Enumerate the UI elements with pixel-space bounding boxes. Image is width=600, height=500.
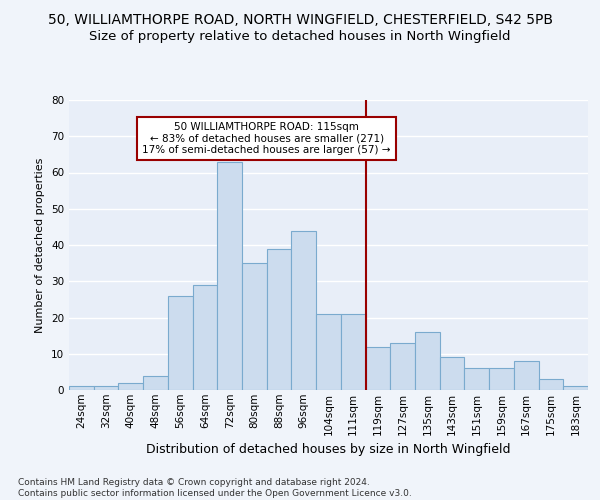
Bar	[143, 376, 168, 390]
Text: 50, WILLIAMTHORPE ROAD, NORTH WINGFIELD, CHESTERFIELD, S42 5PB: 50, WILLIAMTHORPE ROAD, NORTH WINGFIELD,…	[47, 12, 553, 26]
Bar	[464, 368, 489, 390]
Bar	[440, 358, 464, 390]
Bar	[94, 386, 118, 390]
Bar	[415, 332, 440, 390]
Y-axis label: Number of detached properties: Number of detached properties	[35, 158, 46, 332]
Bar	[539, 379, 563, 390]
Bar	[267, 248, 292, 390]
Text: 50 WILLIAMTHORPE ROAD: 115sqm
← 83% of detached houses are smaller (271)
17% of : 50 WILLIAMTHORPE ROAD: 115sqm ← 83% of d…	[142, 122, 391, 155]
X-axis label: Distribution of detached houses by size in North Wingfield: Distribution of detached houses by size …	[146, 443, 511, 456]
Bar	[292, 230, 316, 390]
Bar	[168, 296, 193, 390]
Bar	[341, 314, 365, 390]
Bar	[514, 361, 539, 390]
Bar	[242, 263, 267, 390]
Bar	[390, 343, 415, 390]
Text: Size of property relative to detached houses in North Wingfield: Size of property relative to detached ho…	[89, 30, 511, 43]
Bar	[316, 314, 341, 390]
Bar	[69, 386, 94, 390]
Bar	[489, 368, 514, 390]
Text: Contains HM Land Registry data © Crown copyright and database right 2024.
Contai: Contains HM Land Registry data © Crown c…	[18, 478, 412, 498]
Bar	[118, 383, 143, 390]
Bar	[563, 386, 588, 390]
Bar	[217, 162, 242, 390]
Bar	[365, 346, 390, 390]
Bar	[193, 285, 217, 390]
